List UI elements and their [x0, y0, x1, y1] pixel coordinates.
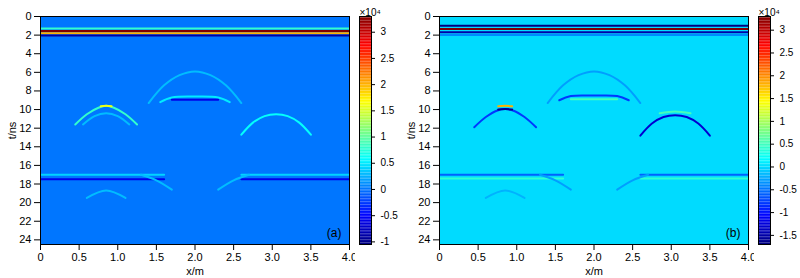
svg-text:20: 20: [19, 196, 31, 208]
svg-text:0: 0: [381, 184, 387, 195]
svg-text:-0.5: -0.5: [780, 184, 798, 195]
svg-text:2: 2: [381, 79, 387, 90]
svg-text:12: 12: [19, 122, 31, 134]
svg-text:1.5: 1.5: [780, 93, 794, 104]
svg-text:24: 24: [19, 233, 31, 245]
svg-text:22: 22: [418, 215, 430, 227]
svg-text:1.0: 1.0: [110, 251, 125, 263]
svg-text:4.0: 4.0: [341, 251, 358, 264]
svg-text:0.5: 0.5: [381, 157, 395, 168]
svg-text:8: 8: [424, 84, 430, 96]
svg-text:2.5: 2.5: [780, 47, 794, 58]
svg-text:1.5: 1.5: [381, 105, 395, 116]
svg-text:18: 18: [418, 178, 430, 190]
svg-text:3: 3: [381, 26, 387, 37]
svg-text:6: 6: [25, 66, 31, 78]
svg-text:1.5: 1.5: [548, 251, 563, 263]
svg-text:2.5: 2.5: [381, 53, 395, 64]
svg-text:2.5: 2.5: [625, 251, 640, 263]
svg-text:8: 8: [25, 84, 31, 96]
svg-text:(a): (a): [327, 226, 342, 240]
svg-text:2: 2: [424, 29, 430, 41]
svg-text:16: 16: [418, 159, 430, 171]
svg-text:t/ns: t/ns: [405, 121, 417, 139]
svg-text:1: 1: [381, 131, 387, 142]
svg-text:2: 2: [780, 70, 786, 81]
svg-text:18: 18: [19, 178, 31, 190]
svg-text:-1.5: -1.5: [780, 230, 798, 241]
svg-text:22: 22: [19, 215, 31, 227]
svg-text:10: 10: [19, 103, 31, 115]
svg-text:0: 0: [436, 251, 442, 263]
svg-text:0: 0: [25, 10, 31, 22]
svg-text:2: 2: [25, 29, 31, 41]
svg-text:14: 14: [418, 140, 430, 152]
svg-text:x/m: x/m: [585, 265, 603, 277]
svg-text:0.5: 0.5: [71, 251, 86, 263]
svg-text:3.0: 3.0: [664, 251, 679, 263]
svg-text:2.0: 2.0: [586, 251, 601, 263]
svg-text:1.0: 1.0: [509, 251, 524, 263]
svg-text:10: 10: [418, 103, 430, 115]
svg-text:4.0: 4.0: [740, 251, 757, 264]
svg-text:4: 4: [424, 47, 430, 59]
svg-text:0: 0: [424, 10, 430, 22]
svg-text:16: 16: [19, 159, 31, 171]
svg-text:×10⁴: ×10⁴: [360, 7, 381, 18]
svg-text:24: 24: [418, 233, 430, 245]
svg-text:1.5: 1.5: [149, 251, 164, 263]
svg-text:0.5: 0.5: [470, 251, 485, 263]
svg-text:-1: -1: [381, 236, 390, 247]
svg-text:3: 3: [780, 24, 786, 35]
svg-text:12: 12: [418, 122, 430, 134]
svg-text:-1: -1: [780, 207, 789, 218]
svg-text:2.0: 2.0: [187, 251, 202, 263]
svg-text:1: 1: [780, 116, 786, 127]
svg-text:×10⁴: ×10⁴: [759, 7, 780, 18]
svg-text:(b): (b): [726, 226, 741, 240]
svg-text:20: 20: [418, 196, 430, 208]
svg-text:6: 6: [424, 66, 430, 78]
svg-text:3.0: 3.0: [265, 251, 280, 263]
svg-text:0: 0: [780, 161, 786, 172]
svg-text:14: 14: [19, 140, 31, 152]
svg-text:2.5: 2.5: [226, 251, 241, 263]
svg-text:t/ns: t/ns: [6, 121, 18, 139]
svg-text:3.5: 3.5: [702, 251, 717, 263]
svg-text:3.5: 3.5: [303, 251, 318, 263]
svg-text:4: 4: [25, 47, 31, 59]
svg-text:-0.5: -0.5: [381, 210, 399, 221]
svg-text:x/m: x/m: [186, 265, 204, 277]
svg-text:0.5: 0.5: [780, 138, 794, 149]
svg-text:0: 0: [37, 251, 43, 263]
